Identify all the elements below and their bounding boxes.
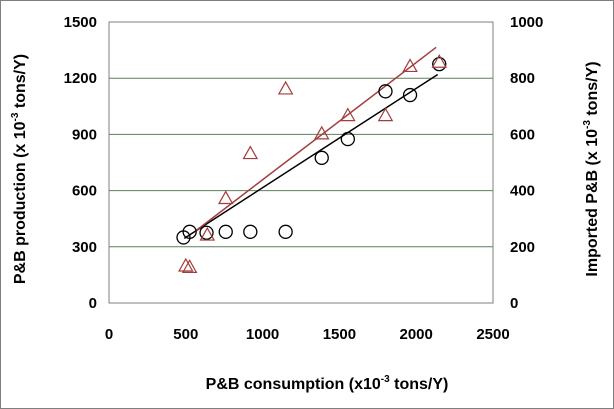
plot-area: [108, 21, 494, 304]
circle-marker: [314, 150, 329, 165]
y2-tick-label: 600: [510, 126, 535, 143]
y2-tick-label: 800: [510, 70, 535, 87]
y2-tick-label: 1000: [510, 14, 543, 31]
circle-marker: [218, 224, 233, 239]
y-tick-label: 600: [72, 183, 97, 200]
gridlines: [109, 77, 493, 248]
triangle-marker: [340, 107, 356, 122]
triangle-marker: [377, 107, 394, 122]
triangle-marker: [178, 257, 194, 272]
x-tick-label: 0: [105, 326, 113, 343]
circle-marker: [340, 131, 355, 147]
circle-marker: [378, 84, 393, 99]
circle-marker: [243, 224, 258, 239]
trendline-series-1: [183, 73, 439, 239]
y-tick-label: 1200: [64, 70, 97, 87]
triangle-marker: [181, 259, 198, 273]
triangle-marker: [242, 145, 259, 160]
y2-tick-label: 400: [510, 183, 535, 200]
triangle-marker: [431, 54, 448, 68]
circle-marker: [402, 87, 418, 103]
trendlines: [183, 46, 439, 239]
y-axis-title: P&B production (x 10-3 tons/Y): [10, 54, 29, 284]
y-tick-label: 0: [89, 295, 97, 312]
triangle-marker: [277, 80, 294, 95]
y-tick-label: 300: [72, 239, 97, 256]
circle-marker: [432, 57, 447, 72]
y-tick-label: 1500: [64, 14, 97, 31]
circle-marker: [199, 225, 214, 240]
x-tick-label: 1000: [246, 326, 279, 343]
x-tick-label: 1500: [323, 326, 356, 343]
y-tick-label: 900: [72, 126, 97, 143]
tick-labels: 0 500 1000 1500 2000 250003006009001200150002…: [64, 14, 544, 343]
triangle-marker: [217, 190, 234, 205]
x-tick-label: 500: [173, 326, 198, 343]
x-axis-title: P&B consumption (x10-3 tons/Y): [206, 374, 449, 393]
triangle-marker: [199, 226, 216, 241]
triangle-marker: [313, 125, 330, 140]
secondary-y-axis-title: Imported P&B (x 10-3 tons/Y): [582, 61, 601, 276]
y2-tick-label: 0: [510, 295, 518, 312]
y2-tick-label: 200: [510, 239, 535, 256]
circle-marker: [278, 224, 293, 239]
circle-marker: [182, 224, 197, 239]
data-markers: [176, 54, 448, 273]
x-tick-label: 2000: [400, 326, 433, 343]
triangle-marker: [402, 58, 418, 73]
x-tick-label: 2500: [476, 326, 509, 343]
